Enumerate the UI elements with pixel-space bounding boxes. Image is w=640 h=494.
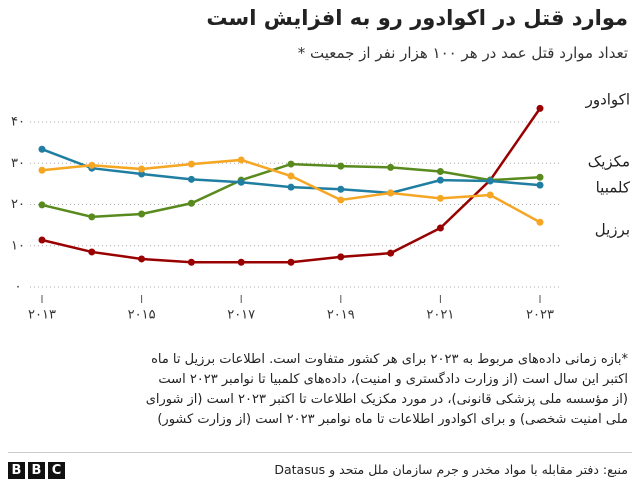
series-label: کلمبیا [596, 179, 631, 197]
series-label: برزیل [595, 221, 630, 239]
logo-letter: C [48, 462, 65, 479]
footnote-line: (از مؤسسه ملی پزشکی قانونی)، در مورد مکز… [145, 392, 628, 407]
chart-title: موارد قتل در اکوادور رو به افزایش است [206, 6, 628, 30]
point [287, 258, 295, 266]
x-tick-label: ۲۰۱۹ [327, 308, 355, 323]
y-tick-label: ۱۰ [11, 238, 25, 253]
point [138, 210, 146, 218]
series-label: مکزیک [588, 153, 630, 171]
footnote: *بازه زمانی داده‌های مربوط به ۲۰۲۳ برای … [146, 350, 628, 430]
point [187, 199, 195, 207]
point [237, 156, 245, 164]
point [436, 176, 444, 184]
y-tick-label: ۰ [15, 280, 22, 295]
point [536, 218, 544, 226]
x-tick-label: ۲۰۲۳ [526, 308, 554, 323]
logo-letter: B [28, 462, 45, 479]
point [237, 258, 245, 266]
x-tick-label: ۲۰۱۳ [28, 308, 56, 323]
point [88, 213, 96, 221]
point [38, 201, 46, 209]
point [436, 168, 444, 175]
x-tick-label: ۲۰۱۵ [128, 308, 156, 323]
point [287, 160, 295, 168]
point [536, 104, 544, 112]
point [237, 178, 245, 186]
point [387, 249, 395, 257]
point [536, 173, 544, 181]
footnote-line: اکتبر این سال است (از وزارت دادگستری و ا… [158, 372, 628, 387]
series-line [41, 158, 541, 224]
footnote-line: ملی امنیت شخصی) و برای اکوادور اطلاعات ت… [157, 412, 628, 427]
chart-subtitle: تعداد موارد قتل عمد در هر ۱۰۰ هزار نفر ا… [297, 44, 628, 62]
source: منبع: دفتر مقابله با مواد مخدر و جرم ساز… [274, 462, 628, 477]
point [138, 170, 146, 178]
footnote-line: *بازه زمانی داده‌های مربوط به ۲۰۲۳ برای … [151, 352, 628, 367]
y-tick-label: ۲۰ [11, 197, 25, 212]
point [187, 175, 195, 183]
point [287, 172, 295, 180]
chart: ۰ ۱۰ ۲۰ ۳۰ ۴۰ ۲۰۱۳ ۲۰۱۵ ۲۰۱۷ ۲۰۱۹ ۲۰۲۱ ۲۰۲۳ اکوادور… [11, 91, 631, 323]
point [536, 181, 544, 189]
y-tick-label: ۳۰ [11, 156, 25, 171]
logo-letter: B [8, 462, 25, 479]
point [486, 177, 494, 185]
point [387, 163, 395, 171]
point [187, 258, 195, 266]
point [486, 191, 494, 199]
point [436, 224, 444, 232]
series-label: اکوادور [585, 91, 630, 109]
x-tick-label: ۲۰۱۷ [227, 308, 255, 323]
point [337, 162, 345, 170]
point [138, 255, 146, 263]
point [337, 196, 345, 204]
point [287, 183, 295, 191]
point [337, 253, 345, 261]
point [387, 189, 395, 197]
divider [8, 452, 632, 453]
point [337, 185, 345, 193]
point [38, 166, 46, 174]
point [138, 165, 146, 173]
point [88, 161, 96, 169]
point [38, 145, 46, 153]
point [436, 194, 444, 202]
y-tick-label: ۴۰ [11, 115, 25, 130]
point [88, 248, 96, 256]
point [187, 160, 195, 168]
x-tick-label: ۲۰۲۱ [426, 308, 454, 323]
point [38, 236, 46, 244]
